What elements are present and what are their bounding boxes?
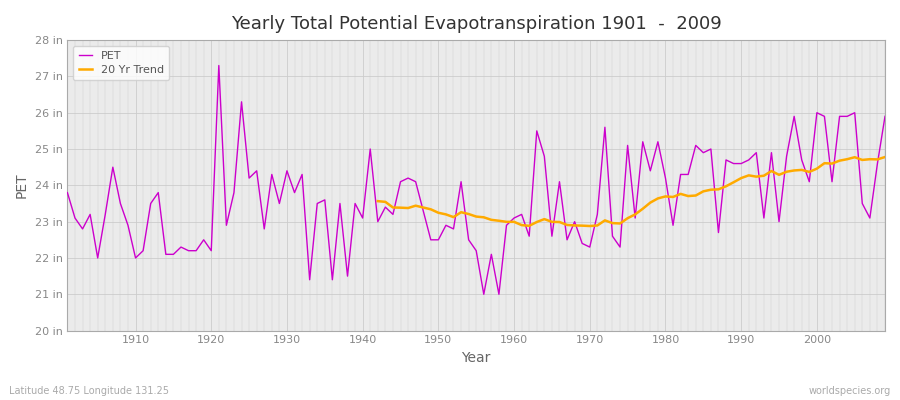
Title: Yearly Total Potential Evapotranspiration 1901  -  2009: Yearly Total Potential Evapotranspiratio…	[230, 15, 722, 33]
PET	[297, 172, 308, 177]
20 Yr Trend	[592, 223, 603, 228]
20 Yr Trend	[668, 194, 679, 199]
20 Yr Trend	[584, 224, 595, 228]
PET	[342, 274, 353, 278]
PET	[122, 223, 133, 228]
Text: worldspecies.org: worldspecies.org	[809, 386, 891, 396]
PET	[524, 234, 535, 238]
20 Yr Trend	[373, 199, 383, 204]
20 Yr Trend	[879, 155, 890, 160]
20 Yr Trend	[675, 192, 686, 196]
Line: 20 Yr Trend: 20 Yr Trend	[378, 157, 885, 226]
PET	[615, 245, 626, 250]
X-axis label: Year: Year	[462, 351, 490, 365]
Y-axis label: PET: PET	[15, 172, 29, 198]
PET	[213, 63, 224, 68]
PET	[62, 190, 73, 195]
PET	[879, 114, 890, 119]
Text: Latitude 48.75 Longitude 131.25: Latitude 48.75 Longitude 131.25	[9, 386, 169, 396]
20 Yr Trend	[493, 218, 504, 223]
20 Yr Trend	[834, 158, 845, 163]
20 Yr Trend	[486, 218, 497, 222]
PET	[479, 292, 490, 297]
Legend: PET, 20 Yr Trend: PET, 20 Yr Trend	[73, 46, 169, 80]
PET	[517, 212, 527, 217]
Line: PET: PET	[68, 66, 885, 294]
